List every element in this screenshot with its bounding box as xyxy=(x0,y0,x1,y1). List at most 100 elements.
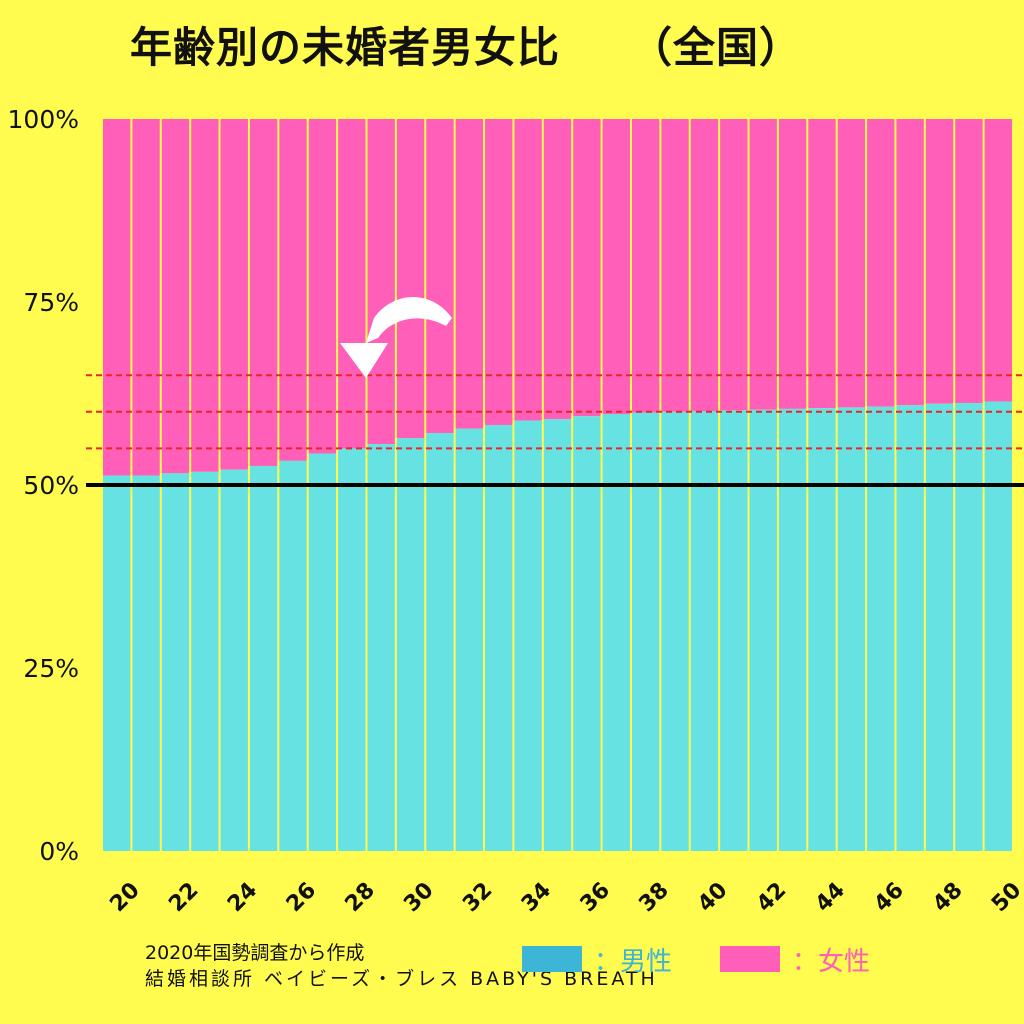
bar-female-39 xyxy=(661,119,689,412)
bar-female-28 xyxy=(338,119,366,449)
bar-male-47 xyxy=(896,405,924,851)
reference-lines xyxy=(86,374,1024,487)
bar-male-50 xyxy=(984,401,1012,851)
chart-canvas: 0% 25% 50% 75% 100% 20 22 24 26 28 30 32 34 36 38 40 42… xyxy=(8,105,1024,917)
bar-female-23 xyxy=(191,119,219,472)
bar-male-29 xyxy=(367,444,395,851)
bar-male-46 xyxy=(867,406,895,851)
x-tick-label: 30 xyxy=(399,878,438,917)
y-tick-label: 50% xyxy=(23,471,79,500)
x-tick-label: 50 xyxy=(987,878,1024,917)
bar-female-43 xyxy=(778,119,807,409)
legend-female: ：女性 xyxy=(720,944,870,977)
bar-female-26 xyxy=(279,119,307,461)
bar-female-31 xyxy=(426,119,454,434)
bar-male-27 xyxy=(308,453,337,851)
y-axis-labels: 0% 25% 50% 75% 100% xyxy=(8,105,79,866)
legend-male: ：男性 xyxy=(522,944,672,977)
bar-male-49 xyxy=(955,403,983,851)
bar-male-31 xyxy=(426,433,454,851)
bar-male-34 xyxy=(514,420,542,851)
bar-female-20 xyxy=(103,119,131,476)
bar-female-45 xyxy=(837,119,866,408)
bar-male-26 xyxy=(279,460,307,851)
y-tick-label: 75% xyxy=(23,288,79,317)
bar-male-23 xyxy=(191,471,219,851)
bar-female-42 xyxy=(749,119,777,410)
bar-male-38 xyxy=(631,412,660,851)
bar-female-50 xyxy=(984,119,1012,402)
bar-male-28 xyxy=(338,448,366,851)
title-text: 年齢別の未婚者男女比 xyxy=(130,23,561,72)
bar-female-27 xyxy=(308,119,337,454)
bar-male-42 xyxy=(749,409,777,851)
bar-male-43 xyxy=(778,408,807,851)
bar-female-30 xyxy=(396,119,425,439)
x-tick-label: 20 xyxy=(106,878,145,917)
bar-female-48 xyxy=(925,119,954,404)
bar-female-32 xyxy=(455,119,484,429)
y-tick-label: 25% xyxy=(23,654,79,683)
bar-female-46 xyxy=(867,119,895,407)
bar-female-36 xyxy=(573,119,601,417)
bar-female-41 xyxy=(720,119,748,411)
bar-male-45 xyxy=(837,407,866,851)
x-tick-label: 44 xyxy=(811,878,850,917)
x-tick-label: 28 xyxy=(341,878,380,917)
bar-female-49 xyxy=(955,119,983,404)
brand-name: 結婚相談所 ベイビーズ・ブレス BABY'S BREATH xyxy=(145,968,658,990)
bar-male-36 xyxy=(573,416,601,851)
chart-title: 年齢別の未婚者男女比 （全国） xyxy=(130,14,802,75)
footer: 2020年国勢調査から作成 結婚相談所 ベイビーズ・ブレス BABY'S BRE… xyxy=(145,940,658,992)
bar-male-33 xyxy=(485,424,513,851)
bar-female-38 xyxy=(631,119,660,413)
bar-male-25 xyxy=(249,465,278,851)
bar-female-29 xyxy=(367,119,395,445)
legend-swatch-female xyxy=(720,946,780,972)
x-tick-label: 26 xyxy=(282,878,321,917)
x-tick-label: 36 xyxy=(576,878,615,917)
bar-female-24 xyxy=(220,119,248,470)
bar-female-21 xyxy=(132,119,160,476)
legend-swatch-male xyxy=(522,946,582,972)
bar-female-44 xyxy=(808,119,836,409)
bar-male-20 xyxy=(103,475,131,851)
x-tick-label: 32 xyxy=(458,878,497,917)
x-tick-label: 24 xyxy=(223,878,262,917)
bar-male-24 xyxy=(220,469,248,851)
bar-female-33 xyxy=(485,119,513,425)
bar-female-35 xyxy=(543,119,572,420)
bar-female-22 xyxy=(161,119,190,474)
x-tick-label: 42 xyxy=(752,878,791,917)
x-axis-labels: 20 22 24 26 28 30 32 34 36 38 40 42 44 46 48 50 xyxy=(106,878,1024,917)
bar-female-37 xyxy=(602,119,630,414)
bar-male-22 xyxy=(161,473,190,851)
bar-male-35 xyxy=(543,419,572,851)
x-tick-label: 46 xyxy=(870,878,909,917)
x-tick-label: 48 xyxy=(928,878,967,917)
bar-male-39 xyxy=(661,411,689,851)
bar-male-44 xyxy=(808,408,836,851)
curved-arrow-icon xyxy=(340,297,452,378)
x-tick-label: 40 xyxy=(693,878,732,917)
bar-male-32 xyxy=(455,428,484,851)
legend-label-female: ：女性 xyxy=(792,946,871,977)
source-note: 2020年国勢調査から作成 xyxy=(145,942,365,964)
bar-male-30 xyxy=(396,438,425,851)
bar-female-34 xyxy=(514,119,542,421)
y-tick-label: 0% xyxy=(39,837,79,866)
bar-male-48 xyxy=(925,403,954,851)
bar-male-21 xyxy=(132,475,160,851)
bar-female-25 xyxy=(249,119,278,466)
bar-female-47 xyxy=(896,119,924,406)
bar-male-41 xyxy=(720,410,748,851)
bar-male-37 xyxy=(602,413,630,851)
title-region: （全国） xyxy=(630,23,803,72)
legend-label-male: ：男性 xyxy=(594,946,673,977)
y-tick-label: 100% xyxy=(8,105,79,134)
bar-male-40 xyxy=(690,411,719,851)
x-tick-label: 34 xyxy=(517,878,556,917)
bar-female-40 xyxy=(690,119,719,412)
x-tick-label: 38 xyxy=(634,878,673,917)
x-tick-label: 22 xyxy=(164,878,203,917)
